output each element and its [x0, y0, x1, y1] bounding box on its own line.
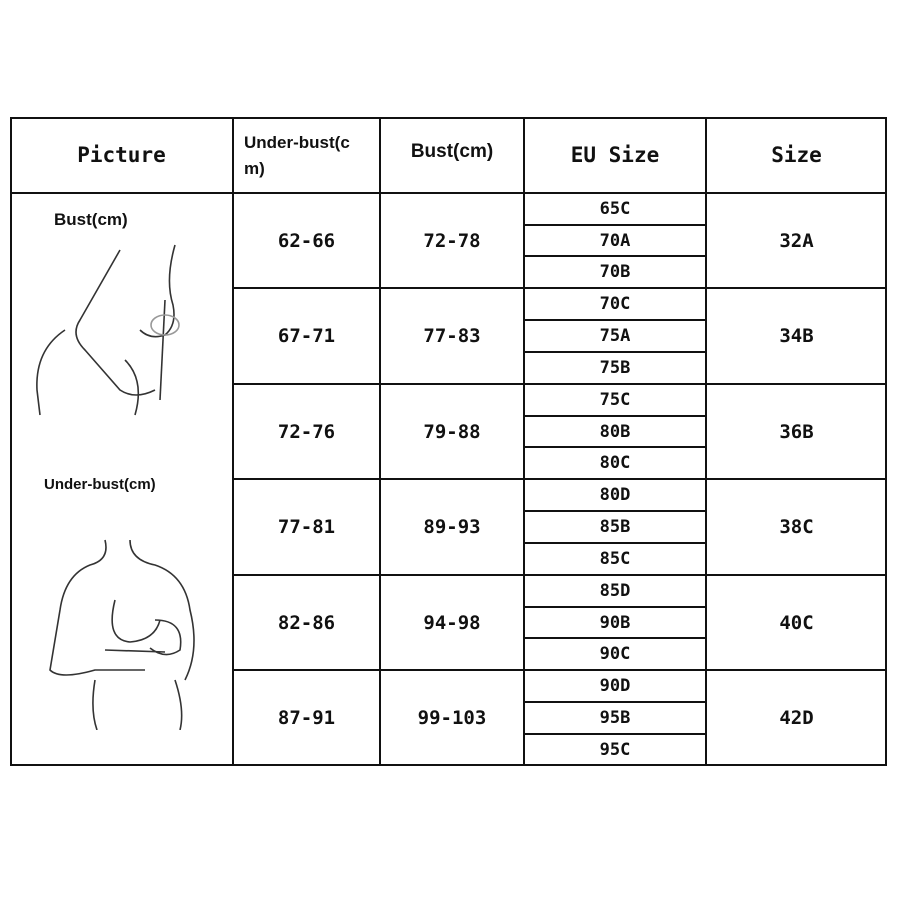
header-bust: Bust(cm)	[410, 141, 494, 162]
eu-size-divider	[524, 351, 706, 353]
bust-cell: 79-88	[423, 420, 481, 443]
eu-size-divider	[524, 701, 706, 703]
bust-cell: 89-93	[423, 516, 481, 538]
eu-size-cell: 80D	[599, 485, 631, 505]
size-cell: 36B	[779, 420, 814, 443]
header-picture: Picture	[77, 143, 166, 167]
eu-size-cell: 95C	[599, 740, 631, 760]
eu-size-cell: 75A	[599, 326, 631, 346]
eu-size-cell: 85B	[599, 517, 631, 537]
eu-size-cell: 90B	[599, 613, 631, 633]
row-divider	[233, 574, 887, 576]
eu-size-divider	[524, 733, 706, 735]
picture-label-bust: Bust(cm)	[54, 210, 128, 229]
size-cell: 34B	[779, 325, 814, 347]
size-cell: 38C	[779, 516, 814, 538]
bust-cell: 77-83	[423, 325, 481, 347]
eu-size-divider	[524, 542, 706, 544]
header-eu-size: EU Size	[570, 143, 660, 167]
eu-size-divider	[524, 510, 706, 512]
eu-size-divider	[524, 224, 706, 226]
eu-size-cell: 80C	[599, 453, 631, 473]
header-under-bust: Under-bust(c m)	[244, 133, 350, 178]
eu-size-cell: 70B	[599, 262, 631, 282]
bust-cell: 94-98	[423, 611, 481, 634]
eu-size-cell: 80B	[599, 422, 631, 442]
eu-size-divider	[524, 415, 706, 417]
eu-size-cell: 90C	[599, 644, 631, 664]
eu-size-divider	[524, 446, 706, 448]
column-divider	[523, 117, 525, 766]
eu-size-cell: 65C	[599, 199, 631, 219]
under-bust-cell: 72-76	[277, 420, 336, 443]
bust-measure-illustration	[36, 244, 180, 416]
eu-size-cell: 75B	[599, 358, 631, 378]
eu-size-cell: 85D	[599, 581, 631, 601]
picture-label-under-bust: Under-bust(cm)	[44, 476, 156, 493]
bust-cell: 99-103	[417, 707, 487, 729]
eu-size-cell: 70C	[599, 294, 631, 314]
row-divider	[233, 669, 887, 671]
eu-size-divider	[524, 319, 706, 321]
size-cell: 42D	[779, 707, 814, 729]
eu-size-cell: 90D	[599, 676, 631, 696]
size-chart-table	[10, 117, 887, 766]
eu-size-cell: 75C	[599, 390, 631, 410]
column-divider	[232, 117, 234, 766]
size-cell: 32A	[779, 229, 814, 252]
under-bust-cell: 87-91	[277, 707, 336, 729]
eu-size-cell: 70A	[599, 231, 631, 251]
eu-size-divider	[524, 255, 706, 257]
column-divider	[705, 117, 707, 766]
column-divider	[379, 117, 381, 766]
eu-size-cell: 95B	[599, 708, 631, 728]
header-size: Size	[771, 143, 822, 167]
under-bust-cell: 67-71	[277, 325, 336, 347]
size-cell: 40C	[779, 611, 814, 634]
under-bust-cell: 62-66	[277, 229, 336, 252]
under-bust-measure-illustration	[49, 539, 195, 730]
eu-size-divider	[524, 637, 706, 639]
row-divider	[233, 383, 887, 385]
eu-size-cell: 85C	[599, 549, 631, 569]
bust-cell: 72-78	[423, 229, 481, 252]
under-bust-cell: 82-86	[277, 611, 336, 634]
eu-size-divider	[524, 606, 706, 608]
header-divider	[10, 192, 887, 194]
row-divider	[233, 287, 887, 289]
under-bust-cell: 77-81	[277, 516, 336, 538]
row-divider	[233, 478, 887, 480]
